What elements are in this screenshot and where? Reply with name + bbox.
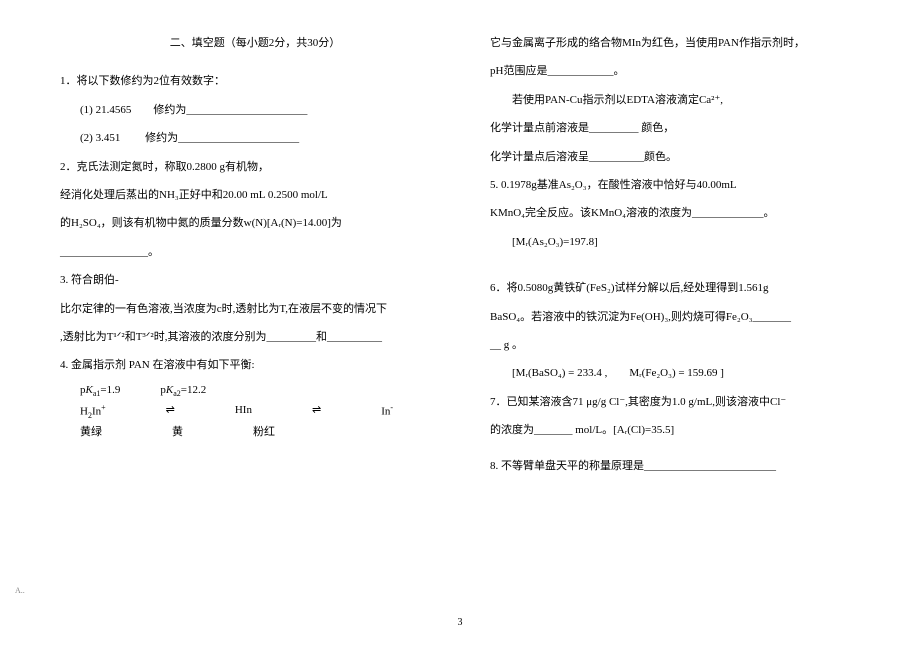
q8-l1: 8. 不等臂单盘天平的称量原理是________________________ [490,453,880,479]
q3-line2: 比尔定律的一有色溶液,当浓度为c时,透射比为T,在液层不变的情况下 [60,296,450,322]
q1-part1: (1) 21.4565 修约为______________________ [60,97,450,123]
q6-l1: 6．将0.5080g黄铁矿(FeS₂)试样分解以后,经处理得到1.561g [490,275,880,301]
q4-r1: 它与金属离子形成的络合物MIn为红色，当使用PAN作指示剂时， [490,30,880,56]
q4-c3: 粉红 [253,424,275,442]
q4-pka-row: pKa1=1.9 pKa2=12.2 [60,381,450,402]
q4-c1: 黄绿 [80,424,102,442]
q4-pka2: pKa2=12.2 [160,381,206,402]
q4-color-row: 黄绿 黄 粉红 [60,424,450,442]
two-column-layout: 二、填空题（每小题2分，共30分） 1．将以下数修约为2位有效数字： (1) 2… [60,30,880,590]
side-marker: A.. [15,581,25,600]
q4-sp1: H2In+ [80,401,106,423]
q5-l2: KMnO₄完全反应。该KMnO₄溶液的浓度为_____________。 [490,200,880,226]
q3-line3: ,透射比为T¹ᐟ²和T³ᐟ²时,其溶液的浓度分别为_________和_____… [60,324,450,350]
q4-species-row: H2In+ ⇌ HIn ⇌ In- [60,401,450,423]
q4-sp3: In- [381,401,393,423]
q7-l1: 7．已知某溶液含71 μg/g Cl⁻,其密度为1.0 g/mL,则该溶液中Cl… [490,389,880,415]
q4-r5: 化学计量点后溶液呈__________颜色。 [490,144,880,170]
q4-r3: 若使用PAN-Cu指示剂以EDTA溶液滴定Ca²⁺, [490,87,880,113]
q6-l4: [Mᵣ(BaSO₄) = 233.4 , Mᵣ(Fe₂O₃) = 159.69 … [490,360,880,386]
q4-line1: 4. 金属指示剂 PAN 在溶液中有如下平衡: [60,352,450,378]
section-title: 二、填空题（每小题2分，共30分） [60,30,450,56]
left-column: 二、填空题（每小题2分，共30分） 1．将以下数修约为2位有效数字： (1) 2… [60,30,450,590]
q2-line3: 的H₂SO₄，则该有机物中氮的质量分数w(N)[Aᵣ(N)=14.00]为 [60,210,450,236]
q2-line4: ________________。 [60,239,450,265]
q1-part2: (2) 3.451 修约为______________________ [60,125,450,151]
q7-l2: 的浓度为_______ mol/L。[Aᵣ(Cl)=35.5] [490,417,880,443]
q6-l3: __ g 。 [490,332,880,358]
q5-l3: [Mᵣ(As₂O₃)=197.8] [490,229,880,255]
q5-l1: 5. 0.1978g基准As₂O₃，在酸性溶液中恰好与40.00mL [490,172,880,198]
page-number: 3 [458,611,463,635]
q4-arrow2: ⇌ [312,401,321,423]
q4-r4: 化学计量点前溶液是_________ 颜色， [490,115,880,141]
q4-arrow1: ⇌ [166,401,175,423]
q1-stem: 1．将以下数修约为2位有效数字： [60,68,450,94]
q6-l2: BaSO₄。若溶液中的铁沉淀为Fe(OH)₃,则灼烧可得Fe₂O₃_______ [490,304,880,330]
spacer [490,257,880,275]
q3-line1: 3. 符合朗伯- [60,267,450,293]
spacer2 [490,445,880,453]
q4-sp2: HIn [235,401,252,423]
q2-line2: 经消化处理后蒸出的NH₃正好中和20.00 mL 0.2500 mol/L [60,182,450,208]
q4-pka1: pKa1=1.9 [80,381,120,402]
right-column: 它与金属离子形成的络合物MIn为红色，当使用PAN作指示剂时， pH范围应是__… [490,30,880,590]
q4-r2: pH范围应是____________。 [490,58,880,84]
q2-line1: 2．克氏法测定氮时，称取0.2800 g有机物， [60,154,450,180]
q4-c2: 黄 [172,424,183,442]
